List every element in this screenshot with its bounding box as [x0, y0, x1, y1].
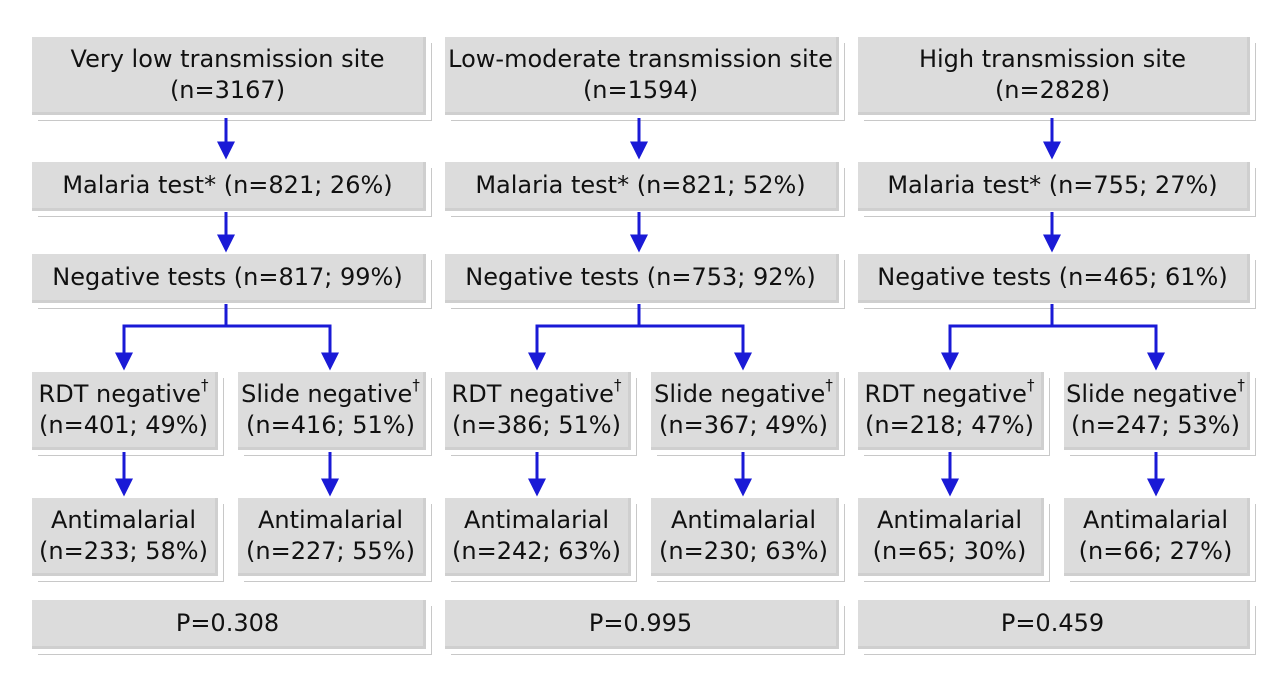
antimalarial-label: Antimalarial — [670, 505, 817, 534]
site-label: Low-moderate transmission site — [448, 44, 833, 73]
slide-antimalarial-box-high: Antimalarial (n=66; 27%) — [1064, 498, 1250, 576]
rdt-negative-count: (n=218; 47%) — [865, 410, 1034, 439]
antimalarial-count: (n=242; 63%) — [452, 536, 621, 565]
dagger-mark: † — [1026, 375, 1035, 394]
site-count: (n=2828) — [994, 75, 1111, 104]
malaria-test-label: Malaria test* (n=821; 52%) — [475, 170, 806, 199]
slide-negative-count: (n=367; 49%) — [659, 410, 828, 439]
malaria-test-label: Malaria test* (n=755; 27%) — [887, 170, 1218, 199]
slide-negative-box-high: Slide negative† (n=247; 53%) — [1064, 372, 1250, 450]
malaria-test-label: Malaria test* (n=821; 26%) — [62, 170, 393, 199]
antimalarial-label: Antimalarial — [50, 505, 197, 534]
antimalarial-count: (n=233; 58%) — [39, 536, 208, 565]
antimalarial-count: (n=65; 30%) — [872, 536, 1027, 565]
dagger-mark: † — [613, 375, 622, 394]
malaria-test-box-low-moderate: Malaria test* (n=821; 52%) — [445, 162, 839, 211]
rdt-antimalarial-box-high: Antimalarial (n=65; 30%) — [858, 498, 1044, 576]
negative-tests-box-low-moderate: Negative tests (n=753; 92%) — [445, 254, 839, 303]
branch-connector — [122, 304, 330, 366]
rdt-negative-box-very-low: RDT negative† (n=401; 49%) — [32, 372, 218, 450]
antimalarial-count: (n=230; 63%) — [659, 536, 828, 565]
antimalarial-count: (n=66; 27%) — [1078, 536, 1233, 565]
p-value: P=0.459 — [1000, 608, 1105, 637]
branch-connector — [948, 304, 1156, 366]
rdt-negative-label: RDT negative — [451, 379, 614, 408]
malaria-test-box-very-low: Malaria test* (n=821; 26%) — [32, 162, 426, 211]
slide-negative-label: Slide negative — [654, 379, 826, 408]
slide-antimalarial-box-low-moderate: Antimalarial (n=230; 63%) — [651, 498, 839, 576]
slide-negative-count: (n=416; 51%) — [246, 410, 415, 439]
negative-tests-box-high: Negative tests (n=465; 61%) — [858, 254, 1250, 303]
rdt-antimalarial-box-very-low: Antimalarial (n=233; 58%) — [32, 498, 218, 576]
site-count: (n=1594) — [582, 75, 699, 104]
slide-negative-label: Slide negative — [241, 379, 413, 408]
dagger-mark: † — [412, 375, 420, 394]
negative-tests-label: Negative tests (n=753; 92%) — [465, 262, 816, 291]
p-value: P=0.995 — [588, 608, 693, 637]
dagger-mark: † — [1237, 375, 1245, 394]
rdt-negative-label: RDT negative — [38, 379, 201, 408]
malaria-test-box-high: Malaria test* (n=755; 27%) — [858, 162, 1250, 211]
antimalarial-label: Antimalarial — [463, 505, 610, 534]
p-value-box-low-moderate: P=0.995 — [445, 600, 839, 649]
antimalarial-label: Antimalarial — [1082, 505, 1229, 534]
p-value: P=0.308 — [175, 608, 280, 637]
rdt-antimalarial-box-low-moderate: Antimalarial (n=242; 63%) — [445, 498, 631, 576]
antimalarial-count: (n=227; 55%) — [246, 536, 415, 565]
slide-negative-label: Slide negative — [1066, 379, 1238, 408]
rdt-negative-count: (n=386; 51%) — [452, 410, 621, 439]
branch-connector — [535, 304, 743, 366]
p-value-box-high: P=0.459 — [858, 600, 1250, 649]
p-value-box-very-low: P=0.308 — [32, 600, 426, 649]
site-box-high: High transmission site (n=2828) — [858, 37, 1250, 115]
site-box-very-low: Very low transmission site (n=3167) — [32, 37, 426, 115]
antimalarial-label: Antimalarial — [257, 505, 404, 534]
slide-negative-box-low-moderate: Slide negative† (n=367; 49%) — [651, 372, 839, 450]
site-box-low-moderate: Low-moderate transmission site (n=1594) — [445, 37, 839, 115]
dagger-mark: † — [825, 375, 833, 394]
negative-tests-label: Negative tests (n=465; 61%) — [877, 262, 1228, 291]
site-label: High transmission site — [918, 44, 1187, 73]
slide-antimalarial-box-very-low: Antimalarial (n=227; 55%) — [238, 498, 426, 576]
negative-tests-label: Negative tests (n=817; 99%) — [52, 262, 403, 291]
rdt-negative-count: (n=401; 49%) — [39, 410, 208, 439]
rdt-negative-box-low-moderate: RDT negative† (n=386; 51%) — [445, 372, 631, 450]
rdt-negative-label: RDT negative — [864, 379, 1027, 408]
rdt-negative-box-high: RDT negative† (n=218; 47%) — [858, 372, 1044, 450]
slide-negative-box-very-low: Slide negative† (n=416; 51%) — [238, 372, 426, 450]
negative-tests-box-very-low: Negative tests (n=817; 99%) — [32, 254, 426, 303]
antimalarial-label: Antimalarial — [876, 505, 1023, 534]
slide-negative-count: (n=247; 53%) — [1071, 410, 1240, 439]
site-count: (n=3167) — [169, 75, 286, 104]
site-label: Very low transmission site — [70, 44, 385, 73]
dagger-mark: † — [200, 375, 209, 394]
